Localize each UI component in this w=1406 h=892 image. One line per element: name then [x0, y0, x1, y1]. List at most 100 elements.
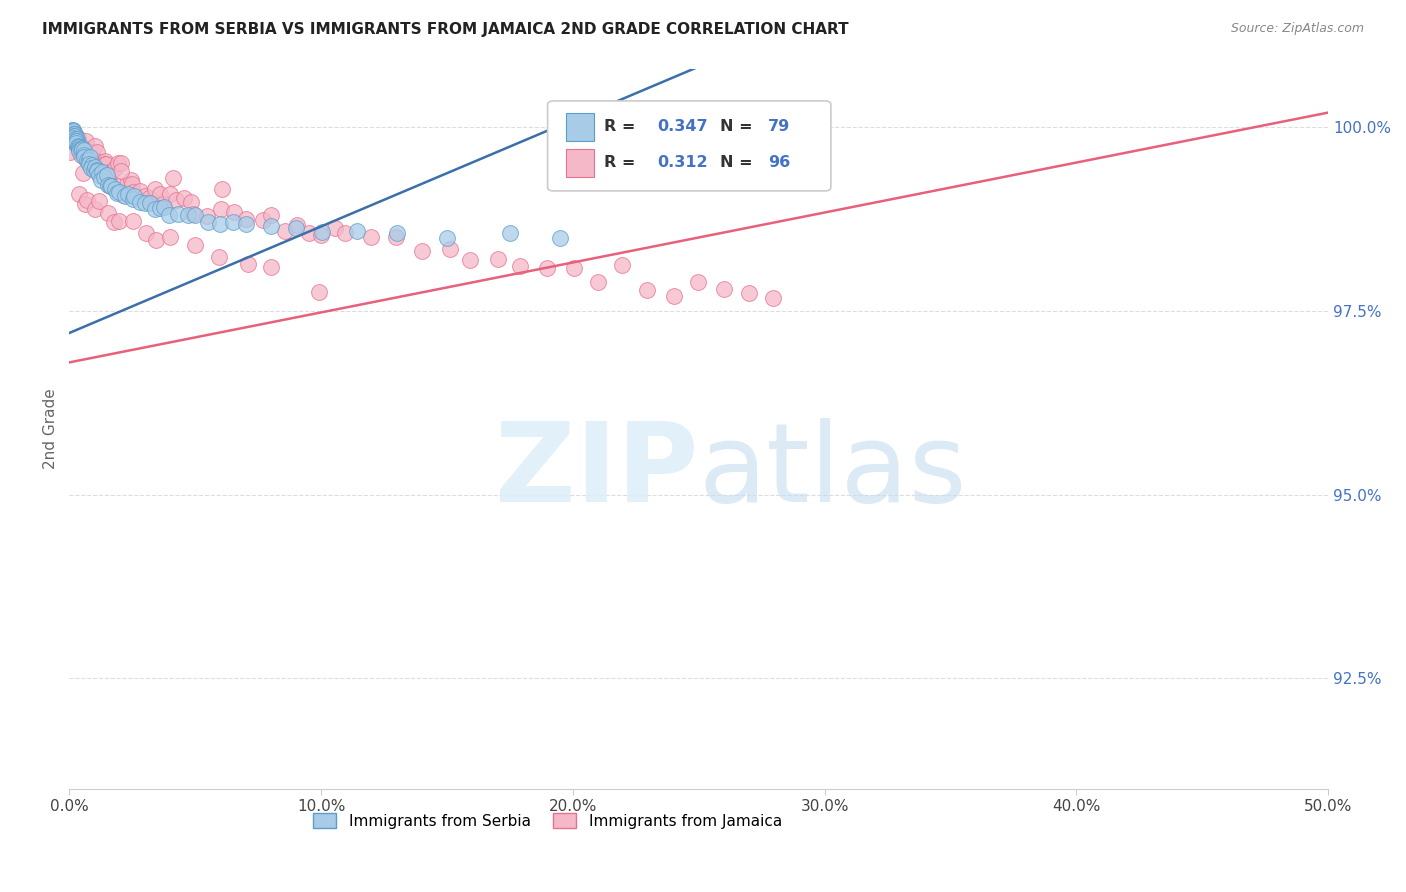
- Point: [86, 164, 108, 178]
- Point: [60, 124, 83, 138]
- Point: [76, 148, 98, 162]
- Point: [69, 147, 91, 161]
- Point: [346, 224, 368, 238]
- Point: [145, 233, 167, 247]
- Point: [139, 195, 162, 210]
- Point: [77, 152, 100, 166]
- Point: [195, 209, 218, 223]
- Point: [87, 158, 110, 172]
- Point: [108, 185, 131, 199]
- Point: [311, 225, 333, 239]
- Text: 0.347: 0.347: [657, 120, 707, 135]
- Point: [284, 221, 307, 235]
- Point: [121, 177, 143, 191]
- FancyBboxPatch shape: [547, 101, 831, 191]
- Point: [76, 153, 98, 168]
- Point: [104, 161, 127, 175]
- Point: [86, 162, 108, 177]
- Point: [69, 186, 91, 201]
- Text: Source: ZipAtlas.com: Source: ZipAtlas.com: [1230, 22, 1364, 36]
- Point: [66, 134, 89, 148]
- Point: [209, 217, 232, 231]
- Point: [298, 226, 321, 240]
- Point: [77, 157, 100, 171]
- Text: atlas: atlas: [699, 418, 967, 525]
- Text: R =: R =: [605, 155, 636, 170]
- Point: [66, 139, 89, 153]
- Point: [103, 214, 125, 228]
- Point: [159, 187, 181, 202]
- Text: 79: 79: [768, 120, 790, 135]
- Point: [94, 165, 117, 179]
- Point: [134, 196, 156, 211]
- Point: [60, 123, 83, 137]
- Point: [115, 177, 138, 191]
- Point: [235, 212, 257, 227]
- Point: [209, 202, 232, 216]
- Point: [104, 181, 127, 195]
- Point: [86, 145, 108, 159]
- Point: [59, 145, 82, 159]
- Point: [165, 193, 187, 207]
- Point: [411, 244, 433, 258]
- Point: [436, 230, 458, 244]
- Point: [499, 227, 522, 241]
- Point: [80, 161, 103, 175]
- Point: [235, 217, 257, 231]
- Point: [762, 291, 785, 305]
- Text: ZIP: ZIP: [495, 418, 699, 525]
- Point: [60, 126, 83, 140]
- Point: [143, 202, 166, 217]
- Point: [89, 168, 111, 182]
- Point: [252, 213, 274, 227]
- Point: [100, 163, 122, 178]
- Point: [180, 194, 202, 209]
- Point: [59, 128, 82, 143]
- Y-axis label: 2nd Grade: 2nd Grade: [44, 388, 58, 469]
- Point: [67, 139, 90, 153]
- Point: [62, 127, 84, 141]
- Point: [211, 182, 233, 196]
- Point: [63, 129, 86, 144]
- Point: [67, 139, 90, 153]
- Point: [100, 178, 122, 193]
- Point: [664, 289, 686, 303]
- Point: [83, 163, 105, 178]
- Point: [135, 226, 157, 240]
- Point: [562, 261, 585, 276]
- Point: [75, 152, 97, 166]
- Point: [122, 189, 145, 203]
- Point: [177, 208, 200, 222]
- Point: [90, 165, 112, 179]
- Point: [509, 260, 531, 274]
- Point: [70, 141, 93, 155]
- Text: R =: R =: [605, 120, 636, 135]
- Point: [98, 166, 121, 180]
- Point: [686, 275, 709, 289]
- Point: [84, 161, 107, 176]
- Point: [63, 128, 86, 143]
- Text: N =: N =: [720, 120, 752, 135]
- Point: [129, 184, 152, 198]
- Point: [309, 228, 332, 243]
- Point: [62, 130, 84, 145]
- Point: [713, 282, 735, 296]
- Point: [73, 150, 96, 164]
- Point: [120, 173, 142, 187]
- Point: [153, 200, 176, 214]
- Point: [117, 186, 139, 201]
- Point: [167, 206, 190, 220]
- Point: [157, 208, 180, 222]
- Point: [114, 188, 136, 202]
- Point: [65, 136, 87, 151]
- Point: [105, 186, 128, 201]
- Text: IMMIGRANTS FROM SERBIA VS IMMIGRANTS FROM JAMAICA 2ND GRADE CORRELATION CHART: IMMIGRANTS FROM SERBIA VS IMMIGRANTS FRO…: [42, 22, 849, 37]
- Point: [63, 128, 86, 142]
- Point: [107, 156, 129, 170]
- Point: [62, 124, 84, 138]
- Point: [236, 257, 259, 271]
- Point: [98, 178, 121, 193]
- Point: [122, 185, 145, 199]
- Text: N =: N =: [720, 155, 752, 170]
- Point: [87, 194, 110, 208]
